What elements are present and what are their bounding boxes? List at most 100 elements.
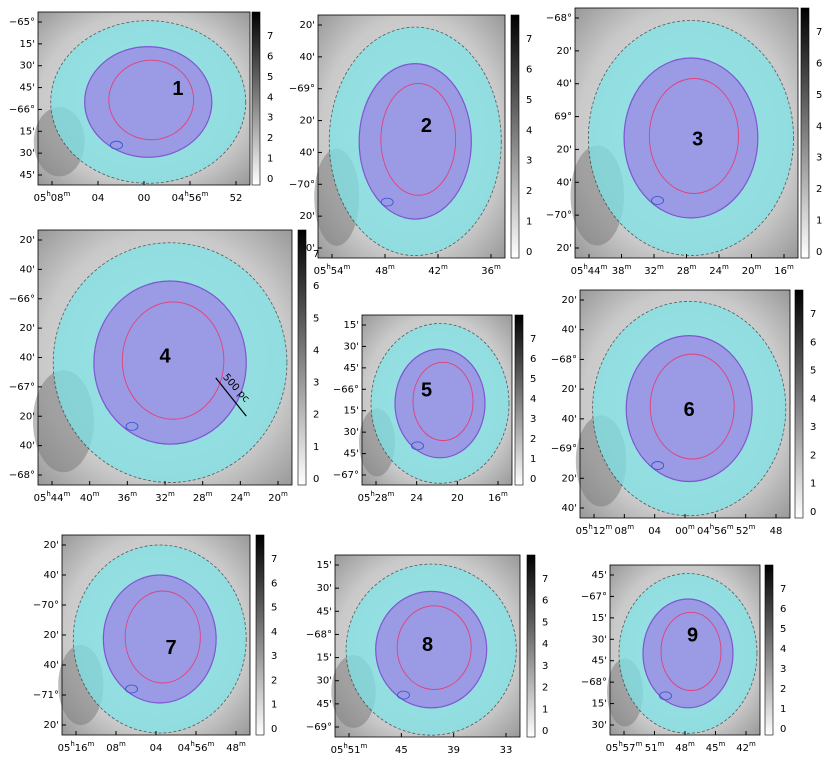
dec-tick-label: −71° bbox=[33, 690, 59, 701]
dec-tick-label: 40' bbox=[562, 414, 577, 425]
dec-tick-label: 40' bbox=[20, 264, 35, 275]
co-contour bbox=[125, 684, 138, 694]
colorbar bbox=[255, 534, 265, 736]
dec-tick-label: 30' bbox=[344, 427, 359, 438]
panel: 3 −68° 20' 40' 69° 20' 40' −70° 20' 05h44m 38m 32m 2… bbox=[546, 7, 822, 277]
panel-number: 5 bbox=[421, 380, 432, 402]
ra-tick-label: 05h08m bbox=[34, 190, 71, 204]
colorbar-tick-label: 0 bbox=[267, 174, 273, 185]
ra-tick-label: 48 bbox=[770, 526, 783, 537]
ra-tick-label: 36m bbox=[481, 263, 501, 277]
colorbar-tick-label: 3 bbox=[313, 378, 319, 389]
panel: 515'30'45'−66°15'30'45'−67°05h28m 24 20 16m… bbox=[333, 314, 536, 504]
colorbar-tick-label: 3 bbox=[810, 422, 816, 433]
dec-tick-label: 45' bbox=[20, 170, 35, 181]
colorbar-tick-label: 2 bbox=[816, 184, 822, 195]
ra-tick-label: 05h44m bbox=[571, 263, 608, 277]
ra-tick-label: 20m bbox=[742, 263, 762, 277]
colorbar-tick-label: 7 bbox=[810, 309, 816, 320]
dec-tick-label: 15' bbox=[592, 699, 607, 710]
colorbar-tick-label: 3 bbox=[526, 156, 532, 167]
colorbar-tick-label: 6 bbox=[267, 51, 273, 62]
panel: 4 20' 40' −66° 20' 40' −67° 20' 40' −68° 05h44m 40m… bbox=[9, 229, 319, 504]
shell-region bbox=[394, 348, 486, 459]
colorbar-tick-label: 4 bbox=[542, 639, 548, 650]
dec-tick-label: −66° bbox=[9, 294, 35, 305]
colorbar-tick-label: 6 bbox=[271, 578, 277, 589]
colorbar-tick-label: 1 bbox=[526, 217, 532, 228]
scale-bar bbox=[215, 377, 247, 417]
shell-region bbox=[642, 598, 734, 709]
colorbar bbox=[514, 314, 524, 486]
dec-tick-label: −70° bbox=[546, 210, 572, 221]
ra-tick-label: 04h56m bbox=[178, 740, 215, 754]
colorbar-tick-label: 7 bbox=[271, 554, 277, 565]
colorbar-tick-label: 5 bbox=[267, 72, 273, 83]
dec-tick-label: 40' bbox=[562, 325, 577, 336]
colorbar-tick-label: 6 bbox=[810, 337, 816, 348]
ra-tick-label: 00m bbox=[675, 523, 695, 537]
co-contour bbox=[397, 690, 410, 700]
dec-tick-label: 20' bbox=[562, 473, 577, 484]
dec-tick-label: −66° bbox=[333, 384, 359, 395]
ra-tick-label: 24m bbox=[231, 490, 251, 504]
dec-tick-label: 40' bbox=[300, 147, 315, 158]
ra-tick-label: 45 bbox=[395, 745, 408, 756]
colorbar-tick-label: 1 bbox=[271, 700, 277, 711]
halpha-contour bbox=[124, 590, 201, 684]
co-contour bbox=[659, 691, 672, 701]
dec-tick-label: 20' bbox=[300, 20, 315, 31]
dec-tick-label: 20' bbox=[300, 116, 315, 127]
colorbar-tick-label: 3 bbox=[542, 661, 548, 672]
dec-tick-label: 40' bbox=[300, 243, 315, 254]
colorbar bbox=[800, 7, 810, 259]
dec-tick-label: −70° bbox=[33, 600, 59, 611]
ra-tick-label: 38m bbox=[612, 263, 632, 277]
colorbar-tick-label: 2 bbox=[267, 133, 273, 144]
ra-tick-label: 04 bbox=[150, 743, 163, 754]
ra-tick-label: 20 bbox=[451, 493, 464, 504]
ra-tick-label: 05h54m bbox=[314, 263, 351, 277]
colorbar-tick-label: 6 bbox=[780, 604, 786, 615]
dec-tick-label: −68° bbox=[9, 470, 35, 481]
colorbar-tick-label: 4 bbox=[780, 644, 786, 655]
dec-tick-label: 40' bbox=[44, 660, 59, 671]
colorbar-tick-label: 7 bbox=[526, 34, 532, 45]
dec-tick-label: 20' bbox=[557, 144, 572, 155]
halpha-contour bbox=[660, 611, 722, 691]
colorbar-tick-label: 4 bbox=[271, 627, 277, 638]
co-contour bbox=[651, 196, 664, 205]
ra-tick-label: 48m bbox=[675, 740, 695, 754]
halpha-contour bbox=[412, 361, 474, 441]
dec-tick-label: 40' bbox=[557, 177, 572, 188]
dec-tick-label: −65° bbox=[9, 17, 35, 28]
shell-region bbox=[358, 62, 472, 220]
colorbar-tick-label: 6 bbox=[816, 58, 822, 69]
panel-frame bbox=[317, 14, 506, 259]
dec-tick-label: 30' bbox=[344, 341, 359, 352]
dec-tick-label: 15' bbox=[20, 39, 35, 50]
co-contour bbox=[651, 461, 665, 470]
colorbar-tick-label: 3 bbox=[267, 113, 273, 124]
dec-tick-label: 30' bbox=[20, 61, 35, 72]
ra-tick-label: 33 bbox=[500, 745, 513, 756]
co-contour bbox=[125, 421, 139, 431]
dec-tick-label: 45' bbox=[344, 363, 359, 374]
panel: 1−65°15'30'45'−66°15'30'45'05h08m 04 00 04h… bbox=[9, 11, 273, 204]
colorbar-tick-label: 3 bbox=[816, 153, 822, 164]
ra-tick-label: 05h57m bbox=[606, 740, 643, 754]
panel-number: 7 bbox=[165, 637, 176, 659]
dec-tick-label: 40' bbox=[557, 79, 572, 90]
colorbar-tick-label: 2 bbox=[542, 683, 548, 694]
colorbar-tick-label: 7 bbox=[542, 574, 548, 585]
colorbar bbox=[764, 564, 774, 736]
colorbar bbox=[526, 554, 536, 738]
dec-tick-label: −67° bbox=[581, 591, 607, 602]
colorbar-tick-label: 2 bbox=[810, 450, 816, 461]
panel: 620'40'−68°20'40'−69°20'40'05h12m 08m 04 00… bbox=[551, 289, 816, 537]
colorbar bbox=[251, 11, 261, 186]
ra-tick-label: 32m bbox=[644, 263, 664, 277]
colorbar-tick-label: 7 bbox=[313, 249, 319, 260]
dec-tick-label: 20' bbox=[20, 323, 35, 334]
colorbar-tick-label: 6 bbox=[530, 354, 536, 365]
